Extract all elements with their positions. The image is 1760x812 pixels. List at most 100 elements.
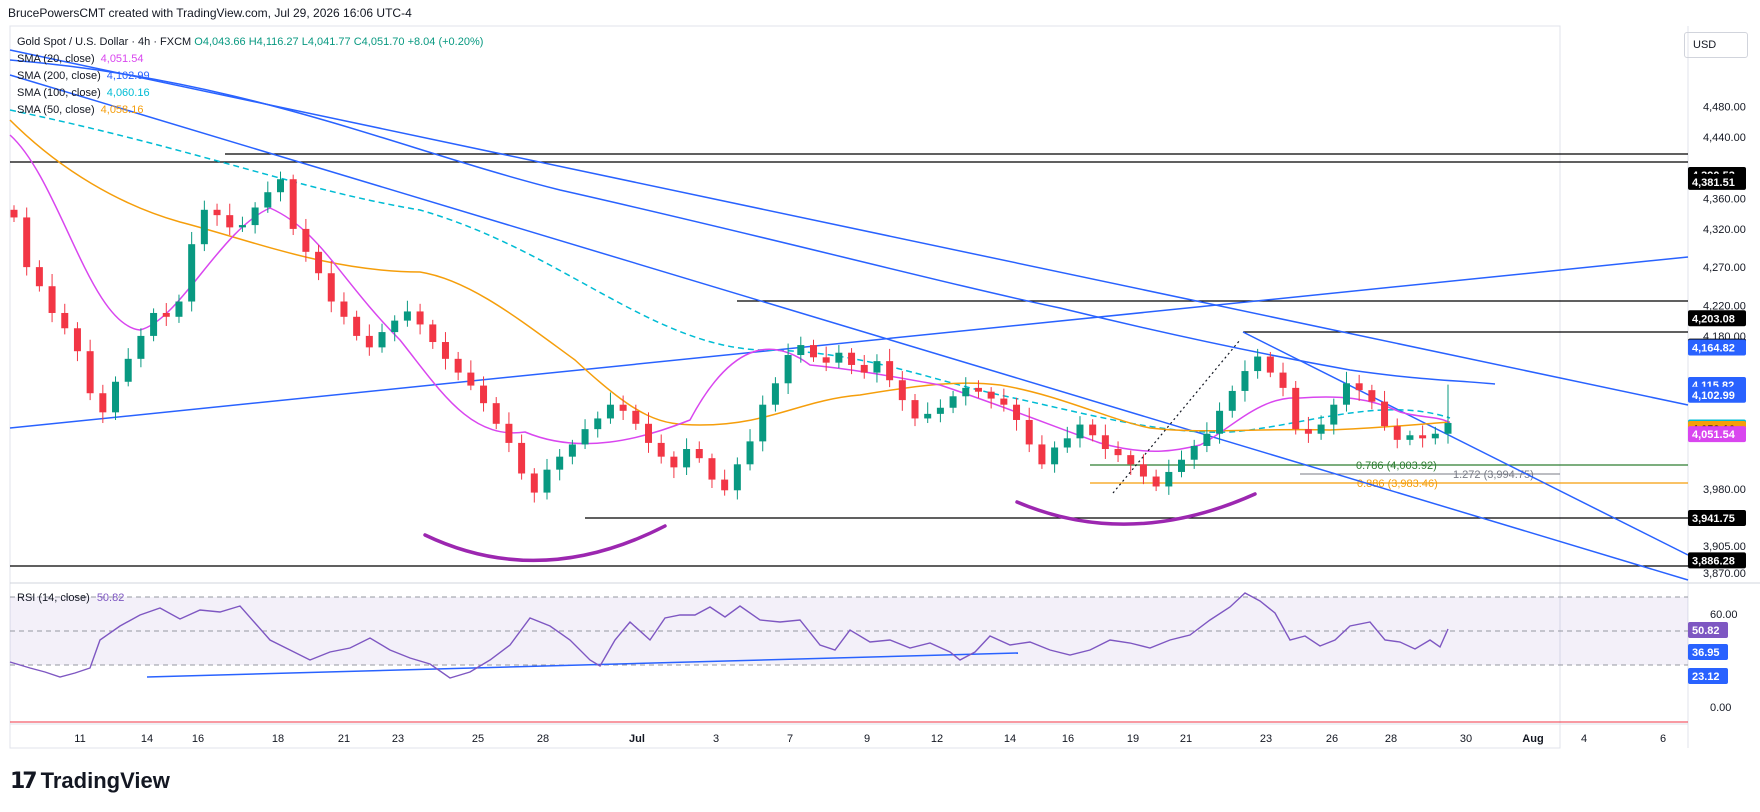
open-value: O4,043.66: [194, 36, 246, 48]
time-tick-label: 11: [74, 733, 85, 745]
candle-body: [150, 312, 158, 336]
candle-body: [645, 423, 653, 443]
candle-body: [137, 335, 145, 359]
candle-body: [213, 209, 221, 216]
rsi-axis[interactable]: 60.00 0.00: [1710, 609, 1738, 714]
candle: [1216, 402, 1224, 444]
candle: [1317, 415, 1325, 440]
candle: [99, 384, 107, 424]
candle: [441, 332, 449, 370]
candle: [137, 328, 145, 368]
tradingview-logo[interactable]: 17 TradingView: [10, 768, 170, 794]
time-tick-label: 9: [864, 733, 870, 745]
indicator-row-sma20[interactable]: SMA (20, close) 4,051.54: [17, 51, 483, 68]
candle: [1381, 390, 1389, 431]
candle: [848, 348, 856, 375]
indicator-label: SMA (50, close): [17, 104, 95, 116]
candle-body: [518, 442, 526, 474]
sma50-line[interactable]: [9, 119, 1451, 432]
candle: [987, 387, 995, 409]
candle: [581, 419, 589, 450]
candle: [733, 457, 741, 500]
candle-body: [429, 324, 437, 343]
time-tick-label: 6: [1660, 733, 1666, 745]
candle-body: [556, 456, 564, 470]
instrument-row[interactable]: Gold Spot / U.S. Dollar · 4h · FXCM O4,0…: [17, 34, 483, 51]
candle-body: [1000, 398, 1008, 405]
candle-body: [1317, 424, 1325, 434]
candle-body: [1228, 390, 1236, 411]
candle: [1013, 397, 1021, 431]
price-tick-label: 3,905.00: [1703, 541, 1746, 553]
sma100-line[interactable]: [9, 109, 1451, 434]
price-tick-label: 4,320.00: [1703, 224, 1746, 236]
candle: [264, 181, 272, 213]
price-tick-label: 3,980.00: [1703, 484, 1746, 496]
candle: [302, 218, 310, 262]
change-value: +8.04 (+0.20%): [407, 36, 484, 48]
price-badge-label: 3,941.75: [1692, 513, 1735, 525]
candle: [35, 260, 43, 292]
price-axis-badges: 4,390.534,381.514,203.084,165.974,164.82…: [1688, 166, 1746, 569]
price-candles[interactable]: [10, 171, 1452, 503]
trendline-ascending: [9, 256, 1689, 429]
horizontal-levels[interactable]: [10, 153, 1688, 567]
candle-body: [162, 312, 170, 317]
indicator-row-sma100[interactable]: SMA (100, close) 4,060.16: [17, 85, 483, 102]
rsi-axis-badges: 50.82 36.95 23.12: [1688, 622, 1728, 684]
candle: [124, 348, 132, 387]
candle-body: [1444, 423, 1452, 434]
candle: [924, 402, 932, 424]
candle: [10, 205, 18, 223]
candle-body: [1292, 387, 1300, 430]
price-tick-label: 4,220.00: [1703, 300, 1746, 312]
price-badge-bg: [1688, 510, 1746, 526]
candle: [518, 434, 526, 480]
candle-body: [632, 410, 640, 424]
trend-lines[interactable]: [9, 49, 1689, 678]
candle-body: [416, 311, 424, 325]
rsi-legend[interactable]: RSI (14, close) 50.82: [17, 592, 124, 604]
time-tick-label: 25: [472, 733, 484, 745]
indicator-row-sma50[interactable]: SMA (50, close) 4,058.16: [17, 102, 483, 119]
candle: [721, 469, 729, 496]
time-tick-label: 16: [192, 733, 204, 745]
sma20-line[interactable]: [9, 134, 1451, 452]
candle: [213, 203, 221, 226]
candle-body: [251, 207, 259, 226]
candle: [1139, 454, 1147, 485]
candle: [1038, 435, 1046, 469]
candle: [1266, 351, 1274, 378]
candle: [1393, 418, 1401, 449]
time-axis[interactable]: 11 14 16 18 21 23 25 28 Jul 3 7 9 12 14 16 19 21 23 26 28 30…: [74, 733, 1666, 745]
candle: [1000, 388, 1008, 412]
candle-body: [987, 391, 995, 399]
candle: [797, 336, 805, 363]
candle-body: [505, 423, 513, 443]
legend: Gold Spot / U.S. Dollar · 4h · FXCM O4,0…: [17, 34, 483, 119]
candle-body: [327, 273, 335, 302]
time-tick-label: 18: [272, 733, 284, 745]
currency-selector[interactable]: USD: [1684, 32, 1748, 58]
candle: [1089, 419, 1097, 442]
candle-body: [188, 244, 196, 302]
candle: [809, 339, 817, 362]
candle: [23, 207, 31, 276]
candle: [1203, 422, 1211, 453]
candle: [670, 451, 678, 479]
sma200-line[interactable]: [9, 59, 1496, 385]
rsi-line[interactable]: [9, 592, 1449, 679]
indicator-row-sma200[interactable]: SMA (200, close) 4,102.99: [17, 68, 483, 85]
candle: [632, 404, 640, 430]
high-value: H4,116.27: [248, 36, 299, 48]
candle: [251, 202, 259, 234]
candle-body: [1241, 371, 1249, 391]
candle: [276, 171, 284, 202]
candle-body: [391, 320, 399, 333]
price-badge: 3,886.28: [1688, 552, 1746, 569]
candle-body: [1114, 449, 1122, 456]
candle-body: [1190, 445, 1198, 460]
cup-arcs[interactable]: [423, 492, 1257, 563]
price-axis[interactable]: 4,480.00 4,440.00 4,360.00 4,320.00 4,270.00…: [1703, 102, 1746, 580]
